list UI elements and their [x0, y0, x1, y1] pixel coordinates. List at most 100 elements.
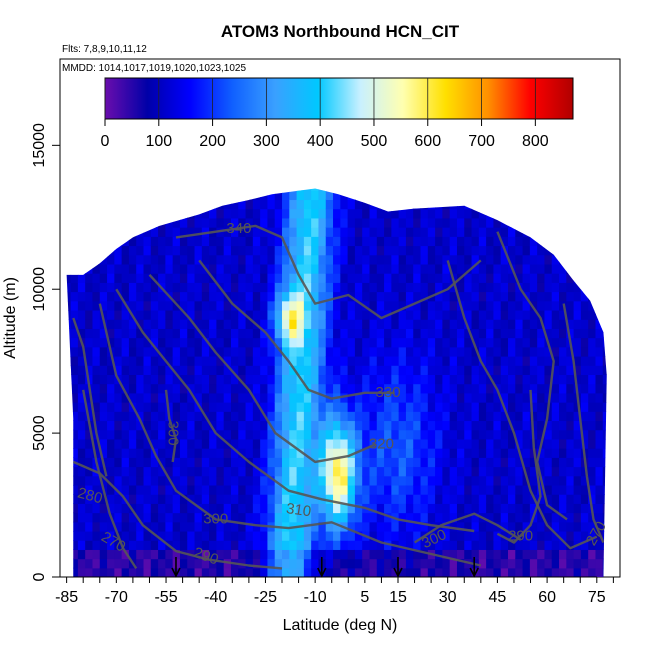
heatmap-cell [318, 383, 327, 394]
heatmap-cell [456, 374, 465, 385]
heatmap-cell [216, 530, 225, 541]
heatmap-cell [325, 319, 334, 329]
heatmap-cell [580, 309, 589, 320]
heatmap-cell [449, 346, 458, 357]
heatmap-cell [391, 503, 400, 514]
heatmap-cell [128, 466, 137, 477]
heatmap-cell [508, 282, 516, 293]
heatmap-cell [318, 540, 327, 550]
heatmap-cell [165, 227, 174, 237]
heatmap-cell [493, 429, 502, 440]
heatmap-cell [77, 300, 86, 311]
heatmap-cell [143, 355, 152, 366]
heatmap-cell [260, 475, 269, 486]
heatmap-cell [114, 448, 123, 458]
heatmap-cell [77, 549, 86, 560]
heatmap-cell [449, 291, 458, 302]
heatmap-cell [274, 328, 283, 339]
heatmap-cell [282, 190, 290, 201]
heatmap-cell [508, 484, 516, 495]
heatmap-cell [274, 420, 283, 431]
heatmap-cell [85, 328, 94, 339]
heatmap-cell [602, 429, 607, 440]
heatmap-cell [303, 484, 312, 495]
heatmap-cell [274, 475, 283, 486]
heatmap-cell [515, 346, 524, 357]
heatmap-cell [559, 337, 567, 348]
heatmap-cell [209, 530, 218, 541]
heatmap-cell [303, 282, 312, 293]
heatmap-cell [500, 227, 509, 237]
heatmap-cell [230, 263, 239, 274]
heatmap-cell [500, 328, 509, 339]
heatmap-cell [449, 558, 458, 569]
heatmap-cell [92, 475, 101, 486]
heatmap-cell [99, 291, 108, 302]
heatmap-cell [347, 300, 356, 311]
heatmap-cell [580, 521, 589, 532]
heatmap-cell [413, 383, 422, 394]
heatmap-cell [478, 355, 487, 366]
heatmap-cell [347, 521, 356, 532]
heatmap-cell [602, 475, 607, 486]
heatmap-cell [333, 236, 341, 247]
heatmap-cell [333, 208, 341, 219]
heatmap-cell [340, 208, 349, 219]
heatmap-cell [245, 337, 254, 348]
heatmap-cell [179, 245, 188, 256]
heatmap-cell [529, 355, 538, 366]
heatmap-cell [362, 263, 371, 274]
heatmap-cell [311, 383, 320, 394]
heatmap-cell [303, 273, 312, 283]
heatmap-cell [107, 392, 115, 403]
heatmap-cell [442, 503, 451, 514]
heatmap-cell [449, 392, 458, 403]
heatmap-cell [311, 475, 320, 486]
heatmap-cell [595, 549, 604, 560]
heatmap-cell [478, 263, 487, 274]
heatmap-cell [442, 263, 451, 274]
heatmap-cell [369, 254, 378, 265]
heatmap-cell [354, 420, 363, 431]
y-axis-label: Altitude (m) [2, 277, 19, 359]
heatmap-cell [500, 429, 509, 440]
heatmap-cell [267, 494, 276, 504]
heatmap-cell [107, 337, 115, 348]
heatmap-cell [201, 254, 210, 265]
heatmap-cell [201, 402, 210, 412]
heatmap-cell [282, 337, 290, 348]
heatmap-cell [325, 438, 334, 449]
heatmap-cell [354, 558, 363, 569]
heatmap-cell [150, 558, 159, 569]
contour-line [496, 389, 542, 544]
heatmap-cell [121, 392, 130, 403]
heatmap-cell [420, 512, 429, 523]
heatmap-cell [449, 448, 458, 458]
heatmap-cell [500, 263, 509, 274]
heatmap-cell [260, 429, 269, 440]
heatmap-cell [435, 328, 443, 339]
heatmap-cell [325, 245, 334, 256]
heatmap-cell [602, 484, 607, 495]
heatmap-cell [325, 567, 334, 577]
heatmap-cell [289, 540, 298, 550]
heatmap-cell [136, 383, 145, 394]
heatmap-cell [369, 273, 378, 283]
heatmap-cell [107, 530, 115, 541]
heatmap-cell [179, 328, 188, 339]
heatmap-cell [216, 484, 225, 495]
heatmap-cell [92, 263, 101, 274]
heatmap-cell [566, 392, 575, 403]
heatmap-cell [296, 383, 305, 394]
heatmap-cell [179, 346, 188, 357]
heatmap-cell [238, 402, 247, 412]
heatmap-cell [478, 402, 487, 412]
heatmap-cell [172, 457, 181, 468]
heatmap-cell [209, 282, 218, 293]
heatmap-cell [230, 291, 239, 302]
heatmap-cell [289, 567, 298, 577]
heatmap-cell [325, 227, 334, 237]
heatmap-cell [179, 365, 188, 376]
heatmap-cell [493, 300, 502, 311]
heatmap-cell [311, 188, 320, 191]
